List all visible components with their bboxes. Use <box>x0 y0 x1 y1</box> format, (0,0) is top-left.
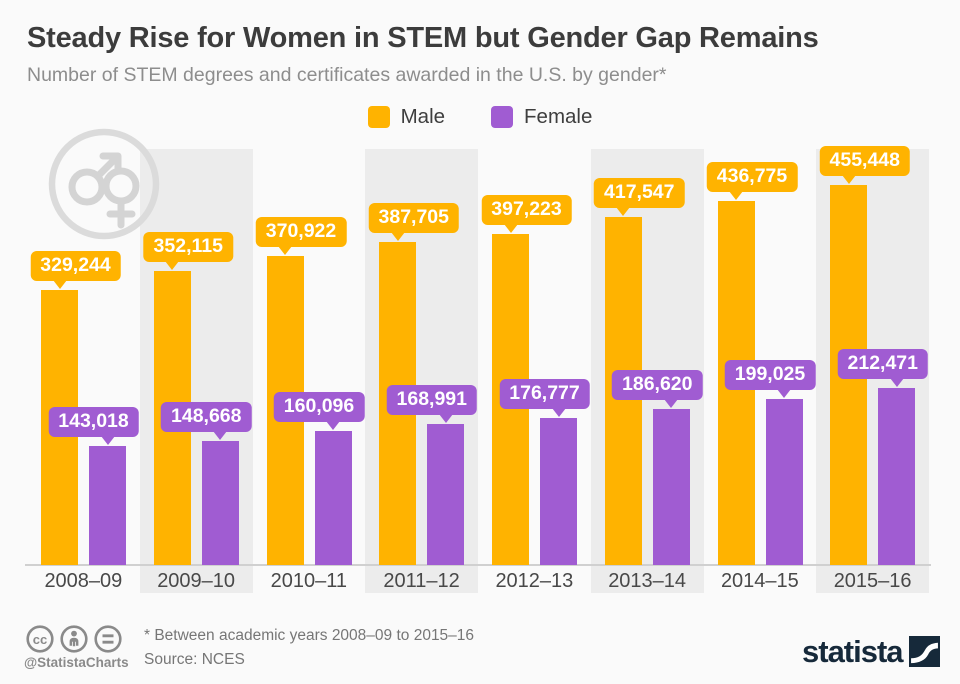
x-axis-label: 2012–13 <box>495 570 574 592</box>
equals-icon <box>94 625 122 653</box>
female-bar <box>878 388 916 565</box>
male-value-badge: 370,922 <box>255 217 347 247</box>
x-axis-label: 2015–16 <box>833 570 912 592</box>
female-value-badge: 148,668 <box>161 402 252 432</box>
male-color-swatch <box>367 106 390 128</box>
statista-swoosh-icon <box>908 636 940 667</box>
male-value-badge: 352,115 <box>143 232 233 262</box>
x-axis-label: 2010–11 <box>270 570 348 592</box>
male-badge-pointer <box>165 261 180 270</box>
female-bar <box>314 431 352 565</box>
x-axis-label: 2014–15 <box>720 570 799 592</box>
statista-charts-credit: @StatistaCharts <box>24 655 129 670</box>
page-subtitle: Number of STEM degrees and certificates … <box>27 64 667 86</box>
female-badge-pointer <box>100 436 115 445</box>
female-badge-pointer <box>213 431 228 440</box>
female-badge-pointer <box>777 389 791 398</box>
female-value-badge: 160,096 <box>273 392 365 422</box>
female-color-swatch <box>491 106 514 128</box>
female-value-badge: 143,018 <box>48 407 139 437</box>
female-badge-pointer <box>664 399 679 408</box>
male-value-badge: 397,223 <box>481 195 572 225</box>
male-value-badge: 455,448 <box>819 146 910 176</box>
header: Steady Rise for Women in STEM but Gender… <box>27 22 937 87</box>
male-badge-pointer <box>390 232 405 241</box>
female-value-badge: 168,991 <box>386 385 477 415</box>
female-value-badge: 212,471 <box>837 349 928 379</box>
female-value-badge: 186,620 <box>612 370 703 400</box>
male-badge-pointer <box>503 224 518 233</box>
female-bar <box>89 446 126 565</box>
chart-footnote: * Between academic years 2008–09 to 2015… <box>144 627 475 644</box>
legend-label-female: Female <box>524 105 593 128</box>
female-bar <box>427 424 465 565</box>
male-badge-pointer <box>52 280 67 289</box>
female-bar <box>652 409 690 565</box>
male-female-icon <box>48 128 160 240</box>
female-badge-pointer <box>551 408 566 417</box>
x-axis-label: 2009–10 <box>157 570 236 592</box>
female-bar <box>540 418 577 565</box>
bar-chart: 329,244 143,018 2008–09 352,115 148,668 2009–… <box>25 145 931 621</box>
statista-wordmark: statista <box>802 634 904 669</box>
female-badge-pointer <box>889 378 904 387</box>
male-badge-pointer <box>278 246 292 255</box>
attribution-person-icon <box>60 625 88 653</box>
cc-license-icons: cc <box>26 625 122 653</box>
x-axis-label: 2011–12 <box>383 570 460 592</box>
male-badge-pointer <box>729 191 743 200</box>
female-bar <box>765 399 803 565</box>
male-value-badge: 387,705 <box>368 203 459 233</box>
chart-source: Source: NCES <box>144 651 245 668</box>
cc-icon <box>26 625 54 653</box>
female-value-badge: 176,777 <box>499 379 590 409</box>
page-title: Steady Rise for Women in STEM but Gender… <box>27 22 819 54</box>
svg-text:cc: cc <box>33 632 47 647</box>
female-badge-pointer <box>326 421 340 430</box>
female-value-badge: 199,025 <box>724 360 816 390</box>
x-axis-line <box>25 564 931 566</box>
male-value-badge: 417,547 <box>594 178 685 208</box>
male-value-badge: 329,244 <box>30 251 121 281</box>
x-axis-label: 2013–14 <box>608 570 687 592</box>
legend-label-male: Male <box>400 105 446 128</box>
chart-legend: Male Female <box>0 105 960 129</box>
male-badge-pointer <box>841 175 856 184</box>
male-value-badge: 436,775 <box>706 162 798 192</box>
female-badge-pointer <box>438 414 453 423</box>
female-bar <box>201 441 239 565</box>
legend-item-female: Female <box>491 105 592 129</box>
statista-logo: statista <box>802 636 940 667</box>
x-axis-label: 2008–09 <box>44 570 123 592</box>
male-badge-pointer <box>616 207 631 216</box>
legend-item-male: Male <box>367 105 446 129</box>
